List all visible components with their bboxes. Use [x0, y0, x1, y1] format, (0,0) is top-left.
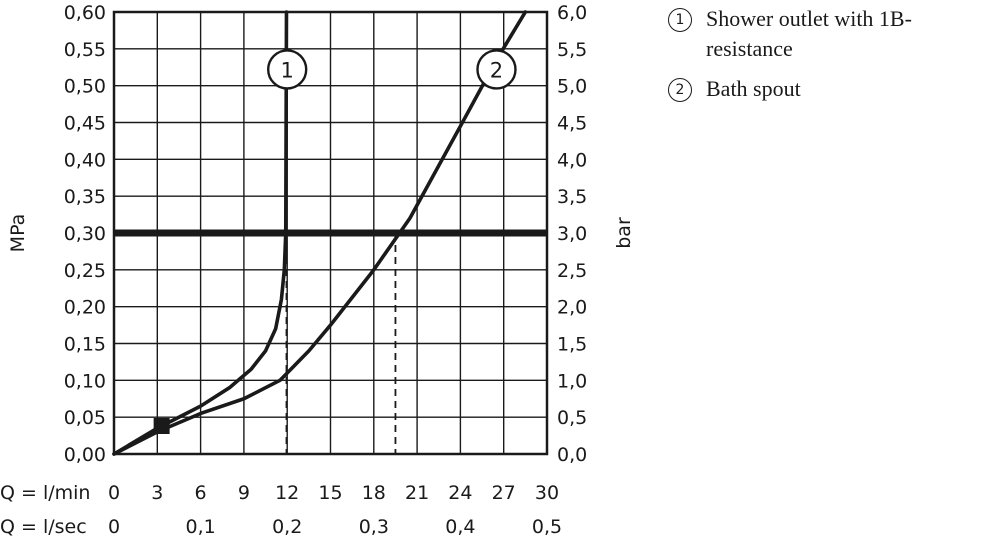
curve-marker-circle: [476, 49, 517, 90]
y-right-tick-label: 2,0: [557, 297, 587, 319]
x-tick-label: 0,4: [445, 516, 475, 538]
x-tick-label-rows: Q = l/min 0 3 6 9 12 15 18 21 24 27 30 Q = l/sec 0 0,1…: [0, 482, 562, 538]
x-tick-label: 0,3: [359, 516, 389, 538]
x-tick-label: 0,2: [272, 516, 302, 538]
start-marker: [153, 418, 170, 435]
x-tick-label: 24: [448, 482, 472, 504]
x-tick-label: 3: [151, 482, 163, 504]
curve-series-2: [112, 10, 528, 456]
y-right-tick-label: 3,0: [557, 223, 587, 245]
curve-marker-label: 1: [281, 58, 294, 82]
legend-label-bath: Bath spout: [706, 76, 801, 101]
y-left-tick-label: 0,50: [64, 76, 106, 98]
y-right-tick-label: 6,0: [557, 2, 587, 24]
y-left-tick-label: 0,15: [64, 334, 106, 356]
y-right-tick-label: 3,5: [557, 186, 587, 208]
x-tick-label: 15: [318, 482, 342, 504]
x-tick-label: 0: [108, 482, 120, 504]
curves: [112, 10, 528, 456]
y-left-axis-label: MPa: [7, 214, 29, 253]
y-right-tick-label: 0,5: [557, 407, 587, 429]
x-tick-label: 21: [405, 482, 429, 504]
x-tick-label: 0,5: [532, 516, 562, 538]
y-right-tick-label: 4,5: [557, 113, 587, 135]
y-left-tick-label: 0,35: [64, 186, 106, 208]
legend-number-2: 2: [668, 78, 692, 102]
x-tick-label: 27: [492, 482, 516, 504]
y-right-tick-label: 2,5: [557, 260, 587, 282]
y-left-tick-label: 0,00: [64, 444, 106, 466]
x-tick-label: 30: [535, 482, 559, 504]
x-tick-label: 18: [362, 482, 386, 504]
y-left-tick-label: 0,20: [64, 297, 106, 319]
y-left-tick-label: 0,55: [64, 39, 106, 61]
curve-marker-circle: [267, 49, 308, 90]
y-left-tick-label: 0,05: [64, 407, 106, 429]
y-right-tick-label: 1,0: [557, 370, 587, 392]
y-right-tick-label: 4,0: [557, 149, 587, 171]
legend-number-1: 1: [668, 8, 692, 32]
legend-item-shower: 1 Shower outlet with 1B-resistance: [668, 4, 998, 64]
legend: 1 Shower outlet with 1B-resistance 2 Bat…: [668, 4, 998, 114]
curve-marker-label: 2: [490, 58, 503, 82]
curve-series-1: [112, 10, 289, 456]
y-left-tick-label: 0,10: [64, 370, 106, 392]
legend-item-bath: 2 Bath spout: [668, 74, 998, 104]
y-right-tick-label: 5,0: [557, 76, 587, 98]
y-left-tick-label: 0,60: [64, 2, 106, 24]
x-tick-label: 6: [195, 482, 207, 504]
x-row-label: Q = l/sec: [0, 516, 87, 538]
x-tick-label: 9: [238, 482, 250, 504]
y-right-tick-label: 5,5: [557, 39, 587, 61]
x-tick-label: 12: [275, 482, 299, 504]
y-left-tick-label: 0,30: [64, 223, 106, 245]
y-left-tick-label: 0,45: [64, 113, 106, 135]
legend-label-shower: Shower outlet with 1B-resistance: [706, 6, 912, 61]
y-right-tick-label: 0,0: [557, 444, 587, 466]
y-left-tick-label: 0,40: [64, 149, 106, 171]
y-left-tick-label: 0,25: [64, 260, 106, 282]
y-left-tick-labels: 0,00 0,05 0,10 0,15 0,20 0,25 0,30 0,35 0,40 0,45…: [64, 2, 106, 466]
x-tick-label: 0,1: [185, 516, 215, 538]
y-right-tick-label: 1,5: [557, 334, 587, 356]
dashed-drop-lines: [285, 233, 397, 454]
x-row-label: Q = l/min: [0, 482, 90, 504]
x-tick-label: 0: [108, 516, 120, 538]
y-right-axis-label: bar: [613, 217, 635, 249]
y-right-tick-labels: 0,0 0,5 1,0 1,5 2,0 2,5 3,0 3,5 4,0 4,5 5,0 5,5 6,0: [557, 2, 587, 466]
grid: [114, 12, 547, 454]
